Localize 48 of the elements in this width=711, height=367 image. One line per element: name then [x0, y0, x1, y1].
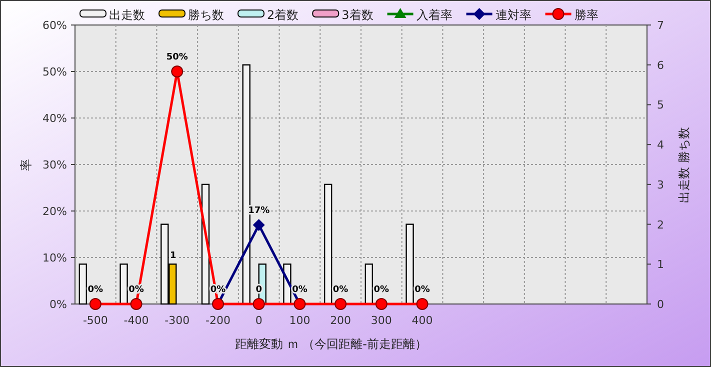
y2-tick-label: 0 [657, 298, 664, 311]
x-tick-label: 200 [330, 314, 352, 327]
legend-label: 勝ち数 [188, 8, 224, 22]
y2-tick-label: 1 [657, 258, 664, 272]
point [334, 298, 347, 310]
y2-axis-title: 出走数 勝ち数 [677, 127, 691, 203]
y2-tick-label: 3 [657, 178, 664, 192]
legend-label: 勝率 [574, 8, 598, 22]
point [252, 298, 265, 310]
point [171, 66, 184, 78]
y2-tick-label: 7 [657, 19, 664, 32]
y2-tick-label: 6 [657, 58, 664, 72]
x-tick-label: 400 [412, 314, 433, 327]
legend-label: 連対率 [495, 8, 532, 22]
data-label: 0% [88, 285, 104, 295]
point [416, 298, 428, 310]
x-tick-label: 300 [370, 314, 392, 327]
y2-tick-label: 5 [657, 98, 664, 112]
y-tick-label: 0% [50, 298, 67, 311]
point [252, 218, 265, 231]
y-axis-title: 率 [19, 159, 33, 171]
point [375, 298, 388, 310]
data-label: 0% [374, 285, 390, 295]
y-tick-label: 40% [42, 112, 67, 125]
y-tick-label: 50% [42, 66, 67, 78]
legend-label: 3着数 [342, 8, 374, 22]
legend-label: 出走数 [109, 8, 145, 22]
y-tick-label: 10% [42, 252, 67, 264]
x-tick-label: -200 [206, 314, 230, 327]
point [130, 298, 142, 310]
data-label: 1 [170, 251, 176, 262]
x-tick-label: 100 [289, 314, 310, 327]
legend-label: 入着率 [416, 8, 452, 22]
y2-tick-label: 4 [657, 138, 664, 152]
x-tick-label: 0 [255, 314, 262, 327]
x-tick-label: -500 [82, 314, 108, 327]
data-label: 0% [414, 285, 430, 295]
y-tick-label: 30% [42, 158, 67, 172]
x-tick-label: -400 [124, 314, 149, 327]
data-label: 0% [332, 285, 348, 295]
y2-tick-label: 2 [657, 218, 664, 232]
x-axis-title: 距離変動 ｍ （今回距離-前走距離） [235, 337, 427, 351]
legend-label: 2着数 [267, 8, 299, 22]
data-label: 50% [166, 52, 188, 62]
y-tick-label: 60% [42, 19, 67, 32]
x-tick-label: -300 [164, 314, 190, 327]
y-tick-label: 20% [42, 205, 67, 218]
point [89, 298, 102, 310]
